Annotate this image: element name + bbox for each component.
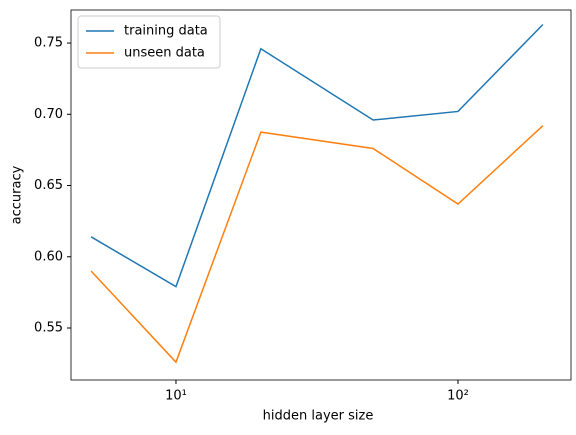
line-series — [90, 125, 544, 364]
legend: training data unseen data — [77, 15, 221, 69]
legend-label: training data — [124, 24, 208, 39]
y-tick-label: 0.55 — [34, 320, 63, 335]
y-tick-label: 0.75 — [34, 36, 63, 51]
x-axis-label: hidden layer size — [263, 409, 374, 424]
y-axis-label: accuracy — [10, 165, 25, 224]
plot-frame — [70, 9, 572, 381]
x-tick-label: 10² — [447, 389, 469, 404]
x-tick-label: 10¹ — [165, 389, 187, 404]
y-tick-label: 0.65 — [34, 178, 63, 193]
legend-label: unseen data — [124, 46, 205, 61]
y-tick-label: 0.70 — [34, 107, 63, 122]
line-series — [90, 24, 544, 288]
legend-box — [77, 15, 221, 69]
y-tick-label: 0.60 — [34, 249, 63, 264]
